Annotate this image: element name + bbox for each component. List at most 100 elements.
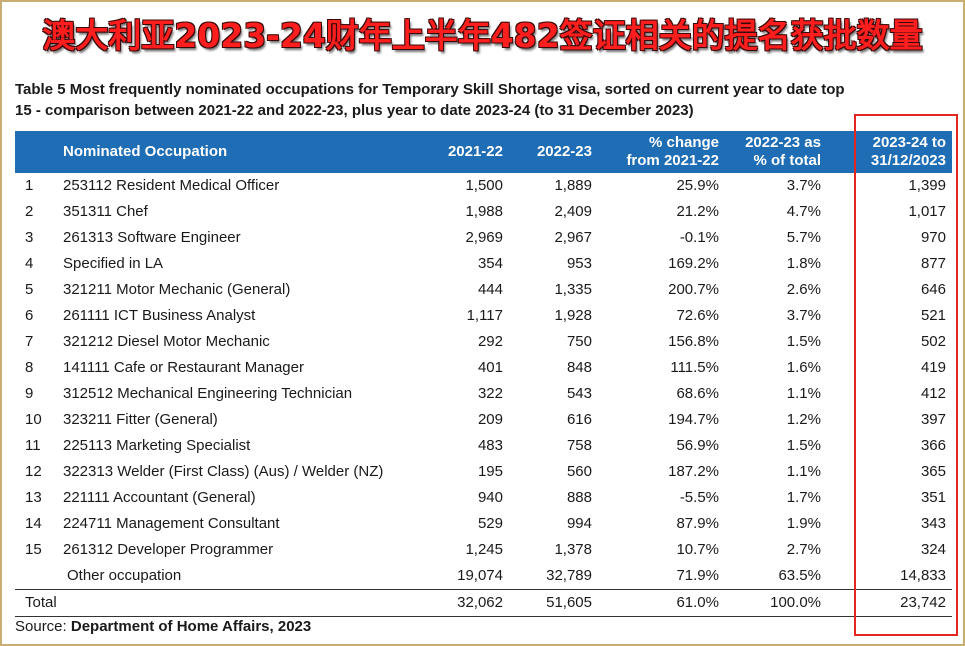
cell-rank: 14 <box>25 515 42 532</box>
cell-y2223: 543 <box>566 385 592 402</box>
cell-ytd: 521 <box>920 307 946 324</box>
cell-y2122: 32,062 <box>457 594 503 611</box>
cell-rank: 1 <box>25 177 34 194</box>
table-row: 1 253112 Resident Medical Officer 1,500 1,8… <box>15 173 952 199</box>
cell-ytd: 412 <box>920 385 946 402</box>
header-ytd-line2: 31/12/2023 <box>870 152 946 169</box>
cell-occupation: 321211 Motor Mechanic (General) <box>63 281 291 298</box>
cell-y2122: 195 <box>477 463 503 480</box>
cell-ytd: 970 <box>920 229 946 246</box>
cell-share: 2.6% <box>786 281 821 298</box>
cell-occupation: 312512 Mechanical Engineering Technician <box>63 385 353 402</box>
cell-y2122: 483 <box>477 437 503 454</box>
cell-y2223: 1,335 <box>554 281 592 298</box>
header-ytd: 2023-24 to 31/12/2023 <box>871 134 946 170</box>
cell-share: 1.5% <box>786 333 821 350</box>
cell-y2122: 354 <box>477 255 503 272</box>
cell-rank: 12 <box>25 463 42 480</box>
table-row: 2 351311 Chef 1,988 2,409 21.2% 4.7% 1,017 <box>15 199 952 225</box>
cell-ytd: 23,742 <box>900 594 946 611</box>
cell-y2223: 953 <box>566 255 592 272</box>
cell-occupation: 253112 Resident Medical Officer <box>63 177 280 194</box>
cell-share: 3.7% <box>786 177 821 194</box>
cell-rank: 10 <box>25 411 42 428</box>
cell-change: 187.2% <box>668 463 719 480</box>
cell-rank: 8 <box>25 359 34 376</box>
cell-ytd: 646 <box>920 281 946 298</box>
cell-occupation: 323211 Fitter (General) <box>63 411 218 428</box>
cell-y2122: 19,074 <box>457 567 503 584</box>
cell-y2223: 51,605 <box>546 594 592 611</box>
cell-change: 194.7% <box>668 411 719 428</box>
cell-share: 1.2% <box>786 411 821 428</box>
cell-ytd: 1,399 <box>908 177 946 194</box>
cell-share: 63.5% <box>778 567 821 584</box>
cell-occupation: 225113 Marketing Specialist <box>63 437 251 454</box>
cell-ytd: 343 <box>920 515 946 532</box>
cell-share: 3.7% <box>786 307 821 324</box>
cell-ytd: 397 <box>920 411 946 428</box>
cell-ytd: 351 <box>920 489 946 506</box>
cell-occupation: 351311 Chef <box>63 203 148 220</box>
cell-change: 68.6% <box>676 385 719 402</box>
cell-y2122: 940 <box>477 489 503 506</box>
source-prefix: Source: <box>15 618 71 635</box>
cell-ytd: 419 <box>920 359 946 376</box>
cell-share: 2.7% <box>786 541 821 558</box>
cell-occupation: 261111 ICT Business Analyst <box>63 307 256 324</box>
cell-rank: 5 <box>25 281 34 298</box>
cell-ytd: 877 <box>920 255 946 272</box>
cell-y2122: 1,988 <box>465 203 503 220</box>
header-change-line2: from 2021-22 <box>626 152 719 169</box>
cell-change: 200.7% <box>668 281 719 298</box>
cell-y2223: 2,967 <box>554 229 592 246</box>
cell-ytd: 365 <box>920 463 946 480</box>
cell-rank: 2 <box>25 203 34 220</box>
cell-share: 4.7% <box>786 203 821 220</box>
table-row: 6 261111 ICT Business Analyst 1,117 1,928 72… <box>15 303 952 329</box>
header-change: % change from 2021-22 <box>626 134 719 170</box>
cell-rank: 4 <box>25 255 34 272</box>
header-share-line2: % of total <box>753 152 822 169</box>
cell-ytd: 14,833 <box>900 567 946 584</box>
table-row: 12 322313 Welder (First Class) (Aus) / We… <box>15 459 952 485</box>
header-share: 2022-23 as % of total <box>745 134 821 170</box>
cell-occupation: 221111 Accountant (General) <box>63 489 256 506</box>
cell-rank: 15 <box>25 541 42 558</box>
cell-change: 10.7% <box>676 541 719 558</box>
cell-y2122: 529 <box>477 515 503 532</box>
cell-share: 1.7% <box>786 489 821 506</box>
cell-change: -5.5% <box>679 489 719 506</box>
table-row: 5 321211 Motor Mechanic (General) 444 1,335… <box>15 277 952 303</box>
table-row: 8 141111 Cafe or Restaurant Manager 401 848… <box>15 355 952 381</box>
cell-change: 169.2% <box>668 255 719 272</box>
cell-occupation: Other occupation <box>67 567 182 584</box>
table-row: 11 225113 Marketing Specialist 483 758 56.9%… <box>15 433 952 459</box>
cell-ytd: 324 <box>920 541 946 558</box>
total-bottom-rule <box>15 616 952 617</box>
table-row: 13 221111 Accountant (General) 940 888 -5.5%… <box>15 485 952 511</box>
cell-share: 1.1% <box>786 463 821 480</box>
cell-change: 56.9% <box>676 437 719 454</box>
cell-rank: 7 <box>25 333 34 350</box>
header-share-line1: 2022-23 as <box>745 134 821 151</box>
cell-y2223: 32,789 <box>546 567 592 584</box>
cell-y2122: 2,969 <box>465 229 503 246</box>
cell-y2122: 1,245 <box>465 541 503 558</box>
cell-share: 1.5% <box>786 437 821 454</box>
cell-occupation: 141111 Cafe or Restaurant Manager <box>63 359 304 376</box>
cell-occupation: 261312 Developer Programmer <box>63 541 274 558</box>
table-row: 9 312512 Mechanical Engineering Technicia… <box>15 381 952 407</box>
cell-y2122: 322 <box>477 385 503 402</box>
cell-occupation: 322313 Welder (First Class) (Aus) / Weld… <box>63 463 384 480</box>
cell-y2223: 848 <box>566 359 592 376</box>
cell-ytd: 366 <box>920 437 946 454</box>
cell-occupation: 261313 Software Engineer <box>63 229 241 246</box>
header-2022-23: 2022-23 <box>536 143 592 160</box>
cell-share: 1.1% <box>786 385 821 402</box>
cell-share: 1.6% <box>786 359 821 376</box>
cell-share: 1.9% <box>786 515 821 532</box>
cell-rank: 9 <box>25 385 34 402</box>
cell-change: 61.0% <box>676 594 719 611</box>
cell-share: 5.7% <box>786 229 821 246</box>
